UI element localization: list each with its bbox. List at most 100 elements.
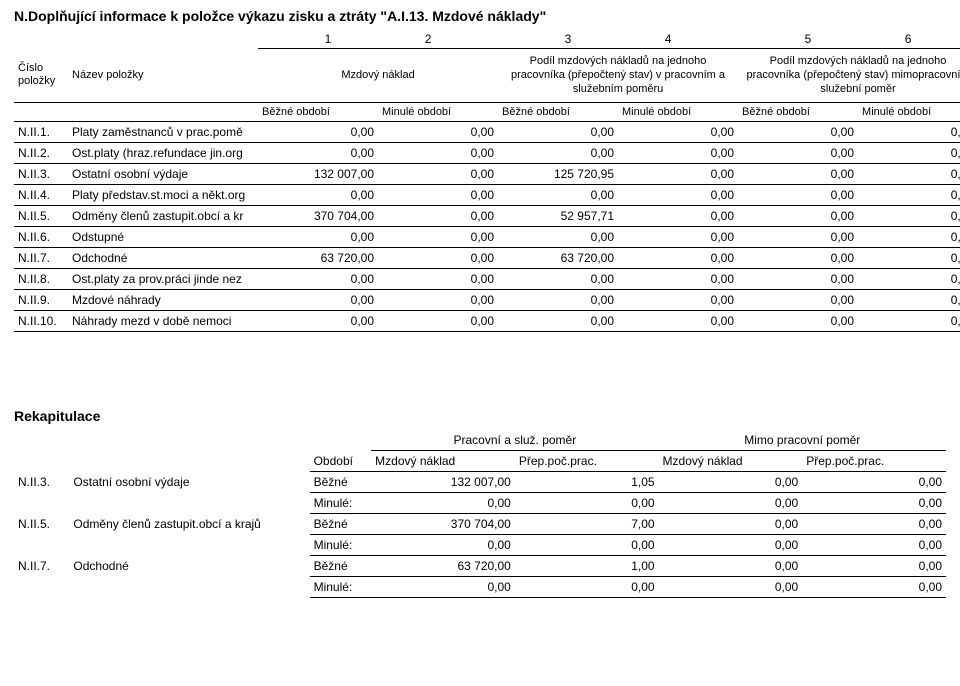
row-value: 0,00 [498, 290, 618, 311]
row-value: 0,00 [618, 311, 738, 332]
recap-th-obdobi: Období [310, 451, 372, 472]
th-item-name: Název položky [68, 49, 258, 103]
recap-value: 0,00 [371, 577, 515, 598]
main-table: 1 2 3 4 5 6 Číslo položky Název položky … [14, 30, 960, 332]
row-name: Odměny členů zastupit.obcí a kr [68, 206, 258, 227]
recap-value: 0,00 [659, 493, 803, 514]
table-row: N.II.4.Platy představ.st.moci a někt.org… [14, 185, 960, 206]
row-value: 0,00 [618, 227, 738, 248]
row-code: N.II.8. [14, 269, 68, 290]
row-name: Ostatní osobní výdaje [68, 164, 258, 185]
header-sub-row: Běžné období Minulé období Běžné období … [14, 103, 960, 122]
row-value: 0,00 [498, 122, 618, 143]
row-value: 0,00 [378, 143, 498, 164]
th-minule-1: Minulé období [378, 103, 498, 122]
row-value: 0,00 [858, 206, 960, 227]
row-value: 0,00 [738, 311, 858, 332]
row-value: 0,00 [618, 269, 738, 290]
recap-th-prep2: Přep.poč.prac. [802, 451, 946, 472]
row-value: 0,00 [498, 311, 618, 332]
row-value: 0,00 [378, 248, 498, 269]
recap-value: 0,00 [802, 514, 946, 535]
th-group-2: Podíl mzdových nákladů na jednoho pracov… [498, 49, 738, 103]
th-minule-2: Minulé období [618, 103, 738, 122]
recap-value: 0,00 [659, 472, 803, 493]
recap-value: 0,00 [659, 577, 803, 598]
table-row: N.II.5.Odměny členů zastupit.obcí a kr37… [14, 206, 960, 227]
recap-th-prep1: Přep.poč.prac. [515, 451, 659, 472]
recap-value: 132 007,00 [371, 472, 515, 493]
row-value: 0,00 [858, 248, 960, 269]
recap-value: 7,00 [515, 514, 659, 535]
th-bezne-1: Běžné období [258, 103, 378, 122]
row-name: Platy představ.st.moci a někt.org [68, 185, 258, 206]
recap-name: Odměny členů zastupit.obcí a krajů [69, 514, 309, 535]
row-name: Mzdové náhrady [68, 290, 258, 311]
row-code: N.II.6. [14, 227, 68, 248]
row-name: Náhrady mezd v době nemoci [68, 311, 258, 332]
row-value: 0,00 [618, 185, 738, 206]
row-value: 0,00 [258, 311, 378, 332]
row-code: N.II.2. [14, 143, 68, 164]
th-group-1: Mzdový náklad [258, 49, 498, 103]
recap-code: N.II.7. [14, 556, 69, 577]
row-value: 0,00 [498, 185, 618, 206]
recap-value: 0,00 [659, 535, 803, 556]
row-value: 0,00 [618, 206, 738, 227]
th-item-no: Číslo položky [14, 49, 68, 103]
row-value: 0,00 [618, 143, 738, 164]
row-code: N.II.1. [14, 122, 68, 143]
row-name: Platy zaměstnanců v prac.pomě [68, 122, 258, 143]
recap-header-top: Pracovní a služ. poměr Mimo pracovní pom… [14, 430, 946, 451]
col-group-1-num: 1 2 [258, 30, 498, 49]
row-value: 0,00 [858, 122, 960, 143]
recap-th-mzd2: Mzdový náklad [659, 451, 803, 472]
row-value: 0,00 [378, 269, 498, 290]
recap-value: 0,00 [659, 556, 803, 577]
row-code: N.II.7. [14, 248, 68, 269]
table-row: N.II.10.Náhrady mezd v době nemoci0,000,… [14, 311, 960, 332]
recap-value: 0,00 [515, 535, 659, 556]
table-row: N.II.1.Platy zaměstnanců v prac.pomě 0,00… [14, 122, 960, 143]
row-value: 0,00 [258, 185, 378, 206]
recap-h2: Mimo pracovní poměr [659, 430, 946, 451]
row-code: N.II.3. [14, 164, 68, 185]
row-value: 0,00 [738, 143, 858, 164]
recap-value: 0,00 [515, 493, 659, 514]
th-bezne-2: Běžné období [498, 103, 618, 122]
recap-row: Minulé:0,000,000,000,00 [14, 577, 946, 598]
row-value: 0,00 [258, 227, 378, 248]
row-value: 0,00 [498, 227, 618, 248]
row-value: 370 704,00 [258, 206, 378, 227]
row-code: N.II.9. [14, 290, 68, 311]
row-value: 0,00 [378, 122, 498, 143]
recap-value: 0,00 [802, 493, 946, 514]
row-value: 0,00 [858, 185, 960, 206]
recap-value: 0,00 [802, 577, 946, 598]
row-value: 0,00 [498, 269, 618, 290]
recap-table: Pracovní a služ. poměr Mimo pracovní pom… [14, 430, 946, 598]
recap-value: 0,00 [515, 577, 659, 598]
recap-value: 1,05 [515, 472, 659, 493]
recap-value: 0,00 [802, 556, 946, 577]
row-name: Odchodné [68, 248, 258, 269]
recap-period-minule: Minulé: [310, 493, 372, 514]
row-value: 0,00 [858, 311, 960, 332]
row-value: 0,00 [258, 290, 378, 311]
recap-row: Minulé:0,000,000,000,00 [14, 493, 946, 514]
recap-row: Minulé:0,000,000,000,00 [14, 535, 946, 556]
row-value: 0,00 [618, 164, 738, 185]
row-value: 63 720,00 [498, 248, 618, 269]
row-value: 0,00 [378, 227, 498, 248]
row-value: 0,00 [738, 227, 858, 248]
th-bezne-3: Běžné období [738, 103, 858, 122]
row-value: 0,00 [618, 248, 738, 269]
table-row: N.II.8.Ost.platy za prov.práci jinde nez… [14, 269, 960, 290]
th-minule-3: Minulé období [858, 103, 960, 122]
header-label-row: Číslo položky Název položky Mzdový nákla… [14, 49, 960, 103]
row-value: 0,00 [858, 269, 960, 290]
recap-period-minule: Minulé: [310, 577, 372, 598]
recap-value: 0,00 [802, 472, 946, 493]
row-value: 0,00 [858, 164, 960, 185]
row-value: 125 720,95 [498, 164, 618, 185]
